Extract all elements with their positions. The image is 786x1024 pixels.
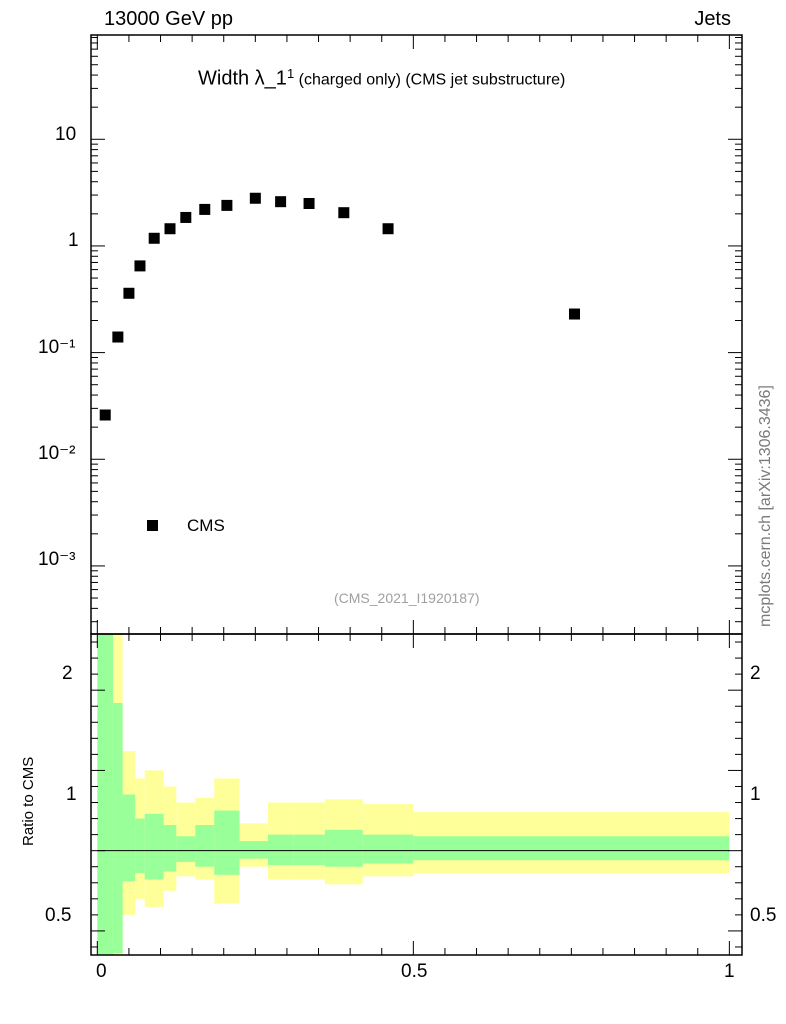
ratio-inner-band-bin (362, 834, 414, 864)
header-right: Jets (694, 8, 731, 30)
side-label: mcplots.cern.ch [arXiv:1306.3436] (757, 385, 774, 627)
ratio-inner-band-bin (293, 834, 325, 866)
ratio-frame (90, 633, 743, 956)
ratio-y-axis-label: Ratio to CMS (20, 756, 37, 846)
ratio-inner-band-bin (214, 810, 240, 875)
data-point (112, 331, 124, 343)
xtick-label-0.5: 0.5 (401, 961, 428, 982)
watermark: (CMS_2021_I1920187) (334, 590, 480, 606)
ratio-bands (97, 634, 730, 955)
ratio-inner-band-bin (267, 834, 294, 866)
data-point (99, 409, 111, 421)
data-point (275, 196, 287, 208)
ratio-ytick-label-2: 2 (62, 663, 73, 684)
ratio-inner-band-bin (239, 841, 268, 859)
title-small: (charged only) (CMS jet substructure) (298, 71, 566, 89)
ratio-inner-band-bin (324, 829, 363, 867)
main-ytick-label-0.01: 10⁻² (38, 443, 76, 464)
main-frame (90, 34, 743, 635)
ratio-inner-band-bin (176, 836, 196, 862)
data-point (569, 308, 581, 320)
data-point (382, 223, 394, 235)
data-point (303, 197, 315, 209)
main-ytick-label-0.1: 10⁻¹ (38, 337, 76, 358)
data-point (148, 232, 160, 244)
header-left: 13000 GeV pp (104, 8, 233, 30)
xtick-label-0: 0 (96, 961, 107, 982)
ratio-inner-band-bin (163, 824, 177, 872)
main-ytick-label-0.001: 10⁻³ (38, 549, 76, 570)
ratio-inner-band-bin (113, 703, 123, 954)
data-point (221, 199, 233, 211)
ratio-ytick-label-right-2: 2 (750, 663, 761, 684)
main-data-points (99, 192, 581, 421)
chart-title: Width λ_11 (charged only) (CMS jet subst… (198, 66, 565, 90)
title-main: Width λ_1 (198, 67, 287, 90)
axis-ticks (91, 35, 742, 955)
main-ytick-label-1: 1 (68, 230, 79, 251)
ratio-ytick-label-1: 1 (66, 784, 77, 805)
ratio-inner-band-bin (195, 824, 215, 867)
data-point (123, 287, 135, 299)
ratio-inner-band-bin (122, 794, 136, 882)
main-ytick-label-10: 10 (55, 124, 77, 145)
ratio-ytick-label-right-0.5: 0.5 (750, 905, 777, 926)
ratio-ytick-label-right-1: 1 (750, 784, 761, 805)
legend-label: CMS (187, 516, 225, 535)
data-point (249, 192, 261, 204)
data-point (338, 207, 350, 219)
ratio-inner-band-bin (135, 818, 145, 874)
xtick-label-1: 1 (724, 961, 735, 982)
ratio-inner-band-bin (413, 836, 730, 861)
ratio-ytick-label-0.5: 0.5 (45, 905, 72, 926)
legend-marker (147, 520, 158, 531)
data-point (199, 203, 211, 215)
ratio-inner-band-bin (97, 634, 114, 955)
title-sup: 1 (286, 66, 295, 81)
data-point (164, 223, 176, 235)
data-point (134, 260, 146, 272)
data-point (180, 211, 192, 223)
ratio-inner-band-bin (144, 813, 164, 880)
